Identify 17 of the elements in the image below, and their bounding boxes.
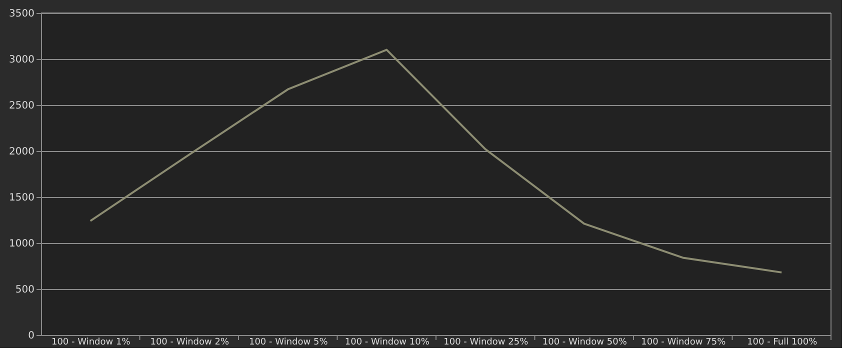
y-tick-label: 1000 — [9, 238, 34, 250]
y-tick-label: 0 — [28, 330, 34, 342]
x-tick-label: 100 - Window 5% — [248, 338, 328, 348]
y-tick-label: 1500 — [9, 192, 34, 204]
x-tick-label: 100 - Window 50% — [542, 338, 628, 348]
line-series — [89, 48, 783, 274]
x-tick-label: 100 - Window 25% — [444, 338, 529, 348]
y-tick-label: 2500 — [9, 100, 34, 112]
y-tick-label: 2000 — [9, 146, 34, 158]
y-tick-label: 500 — [15, 284, 34, 296]
x-tick-label: 100 - Window 1% — [51, 338, 131, 348]
x-tick-label: 100 - Window 2% — [150, 338, 230, 348]
y-tick-label: 3000 — [9, 54, 34, 66]
x-tick-label: 100 - Window 10% — [344, 338, 430, 348]
x-tick-label: 100 - Full 100% — [747, 338, 818, 348]
y-tick-label: 3500 — [9, 8, 34, 20]
x-tick-label: 100 - Window 75% — [641, 338, 726, 348]
